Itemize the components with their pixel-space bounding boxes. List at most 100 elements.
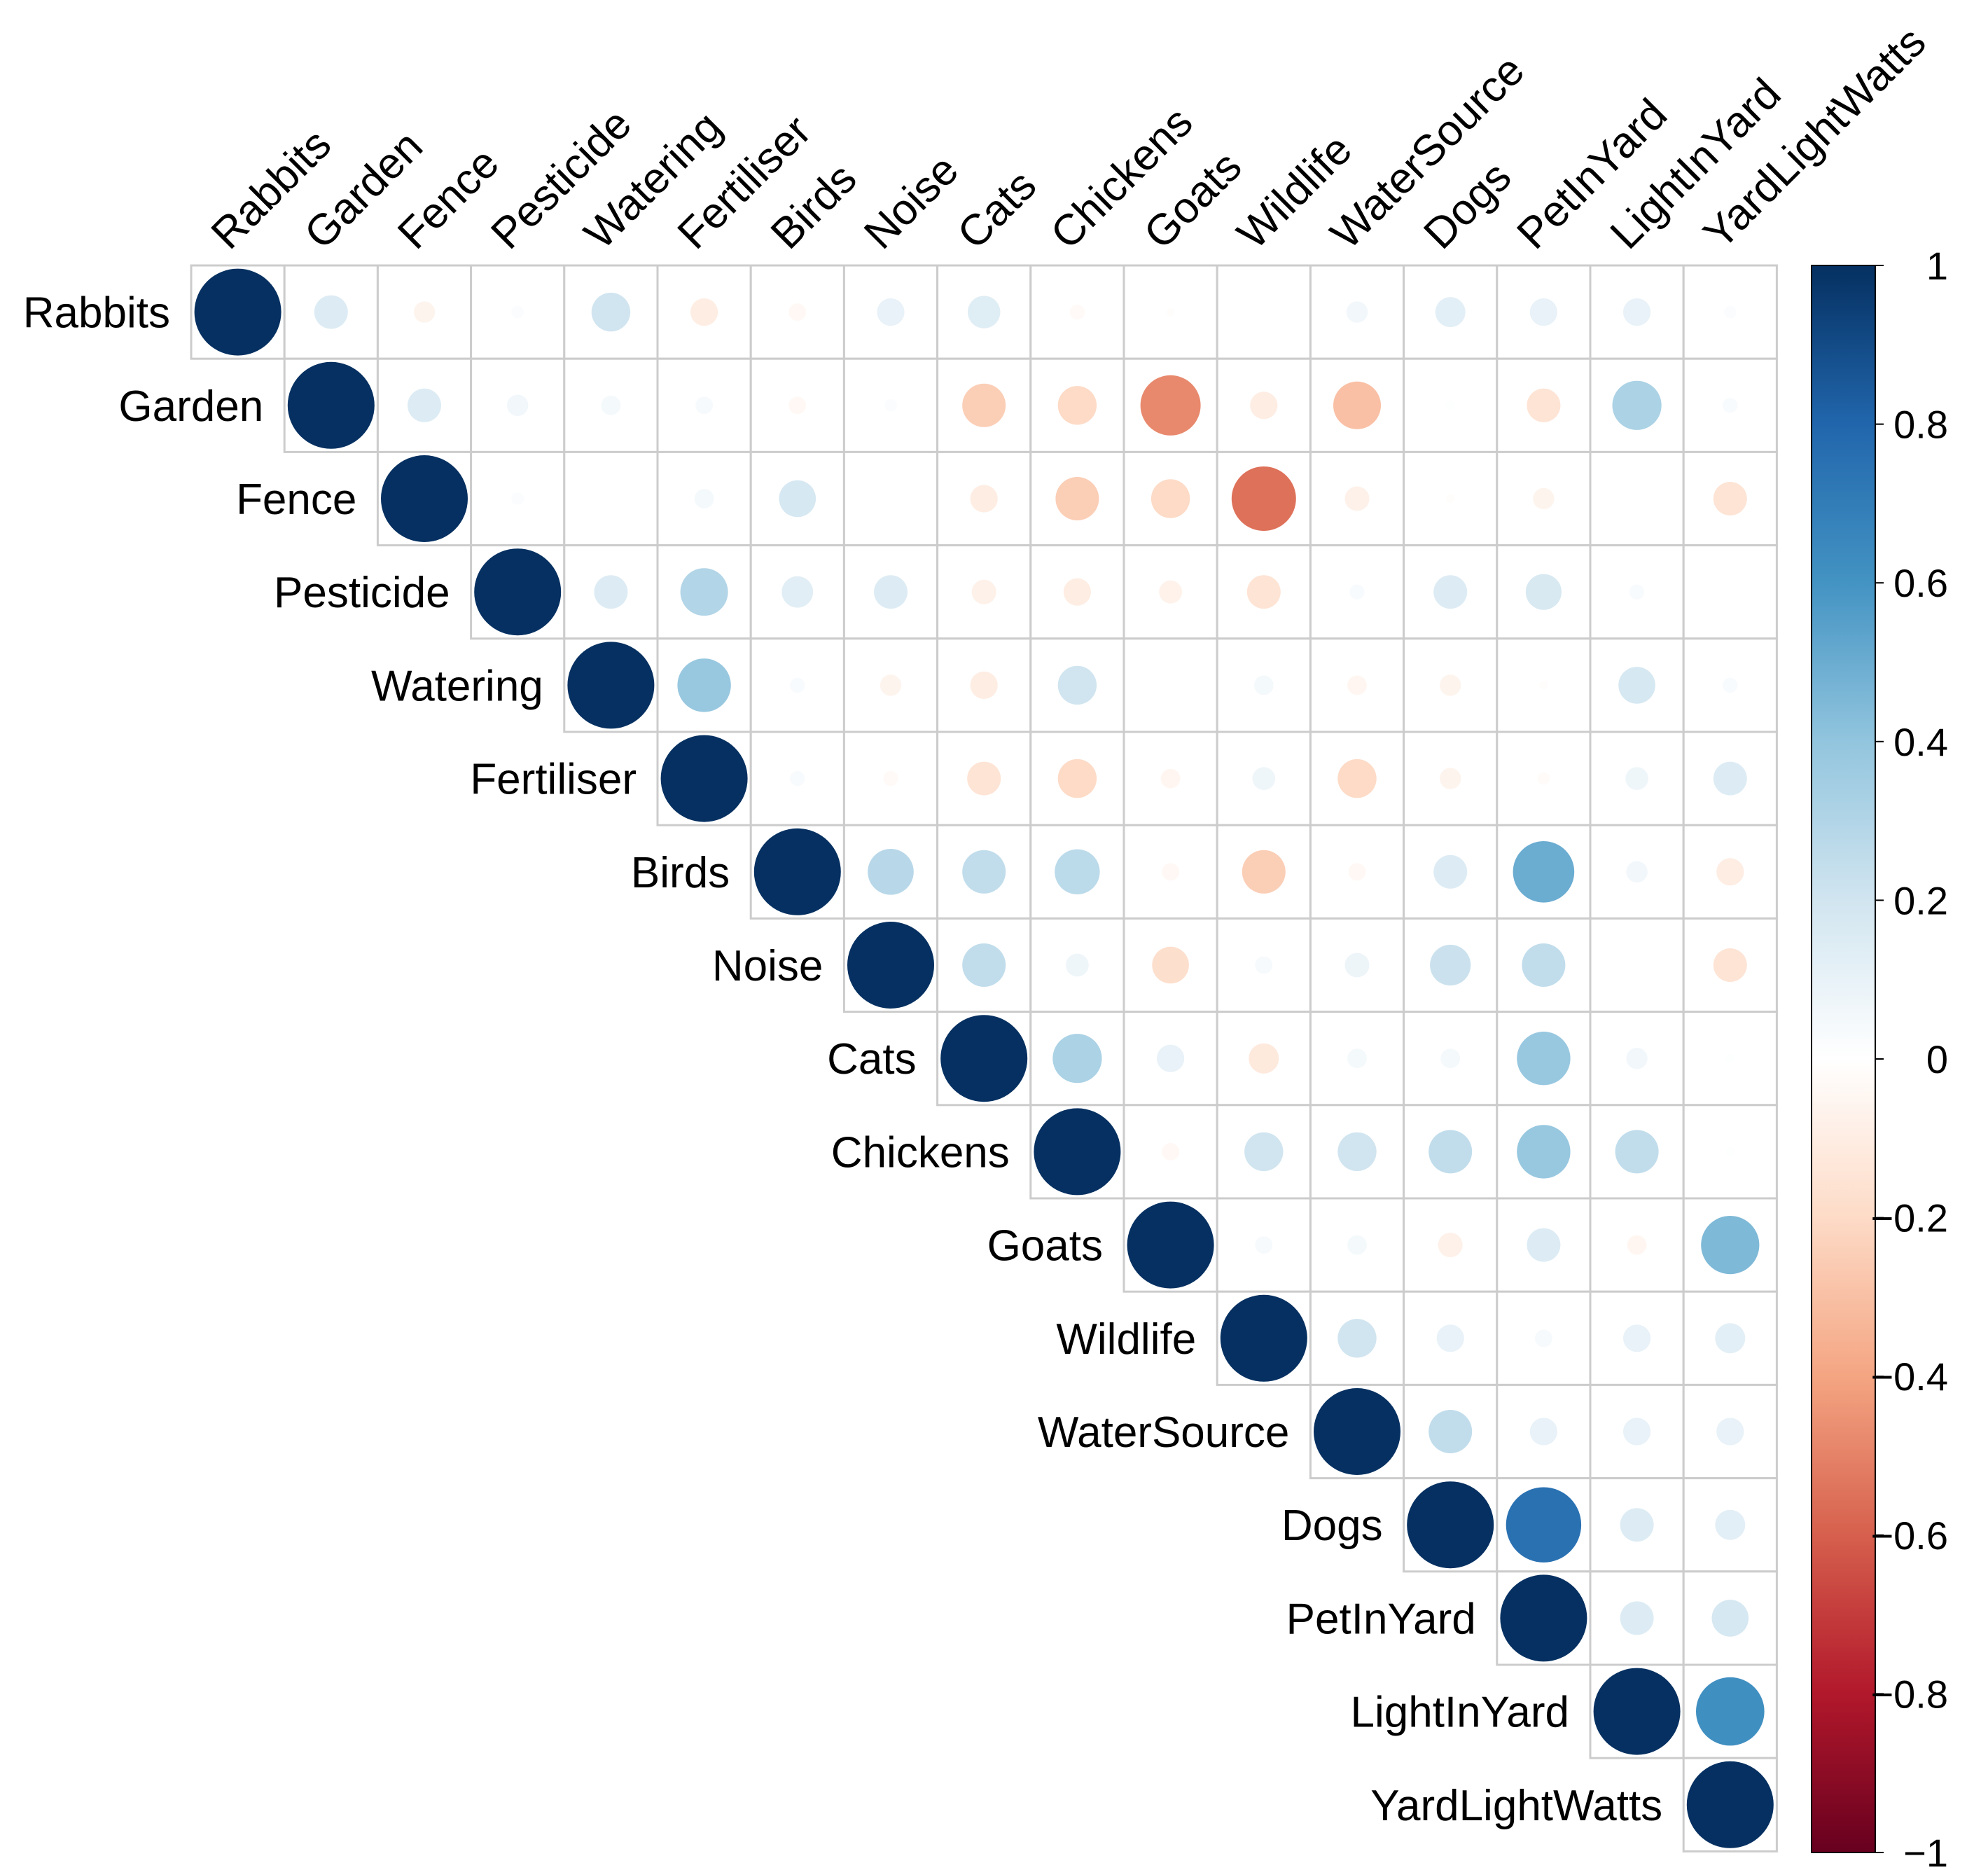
corr-circle-Cats-Cats: [940, 1015, 1028, 1102]
row-label: Watering: [371, 662, 543, 710]
cell-Pesticide-YardLightWatts: [1682, 544, 1778, 640]
cell-Noise-LightInYard: [1589, 917, 1685, 1013]
matrix-cells: [190, 264, 1778, 1852]
corr-circle-Watering-Fertiliser: [677, 658, 731, 712]
corr-circle-Rabbits-Fence: [413, 301, 436, 323]
corr-circle-Birds-LightInYard: [1626, 861, 1648, 883]
corr-circle-Garden-Goats: [1140, 375, 1201, 436]
corr-circle-Garden-WaterSource: [1333, 381, 1381, 429]
corr-circle-Rabbits-PetInYard: [1529, 298, 1557, 326]
row-label: YardLightWatts: [1370, 1782, 1662, 1830]
color-legend-tick-label: 0.8: [1893, 403, 1948, 447]
corr-circle-Fertiliser-LightInYard: [1625, 767, 1649, 790]
corr-circle-Birds-Wildlife: [1242, 850, 1286, 894]
corr-circle-Rabbits-Goats: [1166, 307, 1175, 317]
corr-circle-Dogs-YardLightWatts: [1715, 1509, 1746, 1540]
corr-circle-Pesticide-Dogs: [1433, 575, 1468, 609]
corr-circle-Watering-PetInYard: [1539, 681, 1548, 690]
corr-circle-Wildlife-Wildlife: [1220, 1294, 1307, 1382]
row-label: Cats: [827, 1035, 916, 1083]
corr-circle-Pesticide-Birds: [781, 576, 814, 608]
row-label: Rabbits: [23, 289, 170, 338]
corr-circle-Noise-Cats: [962, 943, 1006, 987]
cell-Garden-Fertiliser: [656, 357, 752, 453]
cell-Fence-LightInYard: [1589, 450, 1685, 547]
corr-circle-Birds-Cats: [962, 850, 1006, 894]
cell-Chickens-YardLightWatts: [1682, 1104, 1778, 1200]
matrix-circles: [194, 268, 1774, 1848]
corr-circle-Fertiliser-WaterSource: [1337, 759, 1377, 798]
corr-circle-Chickens-Wildlife: [1244, 1132, 1284, 1172]
corr-circle-Watering-Birds: [790, 677, 805, 693]
corr-circle-Fence-Pesticide: [511, 492, 524, 505]
corr-circle-Cats-Dogs: [1440, 1048, 1461, 1069]
corr-circle-Cats-LightInYard: [1626, 1048, 1648, 1069]
row-label: LightInYard: [1350, 1689, 1569, 1737]
corr-circle-Garden-Watering: [601, 395, 621, 415]
row-label: PetInYard: [1286, 1595, 1476, 1643]
row-label: Fertiliser: [470, 756, 637, 804]
color-legend: 1 0.8 0.6 0.4 0.2 0 −0.2 −0.4 −0.6 −0.8 −1: [1811, 244, 1948, 1870]
color-legend-tick-label: −1: [1903, 1831, 1948, 1870]
corr-circle-Rabbits-Birds: [788, 303, 807, 321]
corr-circle-Fence-Cats: [970, 485, 998, 513]
corr-circle-Fertiliser-Dogs: [1440, 768, 1461, 789]
corr-circle-Noise-YardLightWatts: [1713, 948, 1747, 982]
corr-circle-Watering-WaterSource: [1347, 675, 1367, 695]
color-legend-tick-label: 0.2: [1893, 878, 1948, 922]
corr-circle-WaterSource-WaterSource: [1314, 1388, 1400, 1475]
color-legend-tick-label: −0.2: [1870, 1196, 1948, 1240]
cell-Fence-Noise: [842, 450, 939, 547]
corr-circle-Goats-PetInYard: [1527, 1228, 1561, 1262]
corr-circle-Birds-Noise: [868, 849, 914, 895]
corr-circle-Chickens-LightInYard: [1615, 1130, 1659, 1174]
row-label: Wildlife: [1056, 1315, 1196, 1364]
corr-circle-Dogs-PetInYard: [1506, 1487, 1582, 1563]
corr-circle-Pesticide-Noise: [874, 575, 908, 609]
corr-circle-Watering-Dogs: [1440, 674, 1461, 696]
corr-circle-Goats-Wildlife: [1255, 1236, 1273, 1254]
corr-circle-Garden-PetInYard: [1527, 388, 1561, 422]
row-label: WaterSource: [1038, 1408, 1290, 1457]
corr-circle-Garden-Fence: [408, 388, 441, 422]
corr-circle-Watering-Wildlife: [1253, 675, 1274, 695]
corr-circle-Pesticide-Cats: [971, 579, 996, 604]
corr-circle-Rabbits-Rabbits: [194, 268, 281, 356]
color-legend-tick-label: 1: [1926, 244, 1948, 288]
corr-circle-Garden-YardLightWatts: [1723, 398, 1738, 413]
row-label: Dogs: [1281, 1502, 1383, 1550]
corr-circle-Birds-YardLightWatts: [1716, 858, 1744, 886]
corr-circle-Rabbits-Fertiliser: [690, 298, 718, 326]
corr-circle-WaterSource-LightInYard: [1623, 1418, 1651, 1446]
corr-circle-Watering-YardLightWatts: [1723, 677, 1738, 693]
cell-Rabbits-Noise: [842, 264, 939, 360]
color-legend-tick-label: 0.4: [1893, 720, 1948, 764]
row-label: Garden: [118, 382, 263, 431]
corr-circle-Noise-Wildlife: [1255, 956, 1273, 974]
corr-circle-Fertiliser-Chickens: [1057, 759, 1097, 798]
corr-circle-Dogs-LightInYard: [1620, 1508, 1654, 1542]
corr-circle-Fertiliser-YardLightWatts: [1713, 761, 1747, 796]
corr-circle-Goats-YardLightWatts: [1701, 1216, 1760, 1275]
corr-circle-Fertiliser-Noise: [883, 770, 898, 787]
corr-circle-Fence-Wildlife: [1231, 466, 1296, 531]
corr-circle-Garden-Garden: [287, 361, 375, 449]
corr-circle-Birds-Goats: [1162, 863, 1179, 881]
cell-Watering-Goats: [1122, 637, 1218, 733]
corr-circle-Rabbits-Cats: [968, 296, 1001, 328]
row-label: Noise: [712, 942, 823, 990]
color-legend-ticks: 1 0.8 0.6 0.4 0.2 0 −0.2 −0.4 −0.6 −0.8 −1: [1870, 244, 1948, 1870]
corr-circle-Chickens-Goats: [1162, 1143, 1179, 1161]
corr-circle-Noise-Chickens: [1066, 953, 1089, 977]
row-labels: Rabbits Garden Fence Pesticide Watering Ferti…: [23, 289, 1662, 1830]
cell-Fence-Watering: [563, 450, 659, 547]
corr-circle-Fertiliser-Goats: [1160, 768, 1181, 789]
corr-circle-Fence-Goats: [1151, 479, 1190, 518]
corr-circle-Pesticide-Pesticide: [474, 548, 562, 636]
corr-circle-Garden-Pesticide: [507, 394, 529, 416]
corr-circle-Pesticide-Watering: [594, 575, 628, 609]
row-label: Birds: [631, 849, 730, 897]
corr-circle-Noise-Dogs: [1430, 944, 1471, 986]
corr-circle-Pesticide-Fertiliser: [680, 568, 728, 616]
